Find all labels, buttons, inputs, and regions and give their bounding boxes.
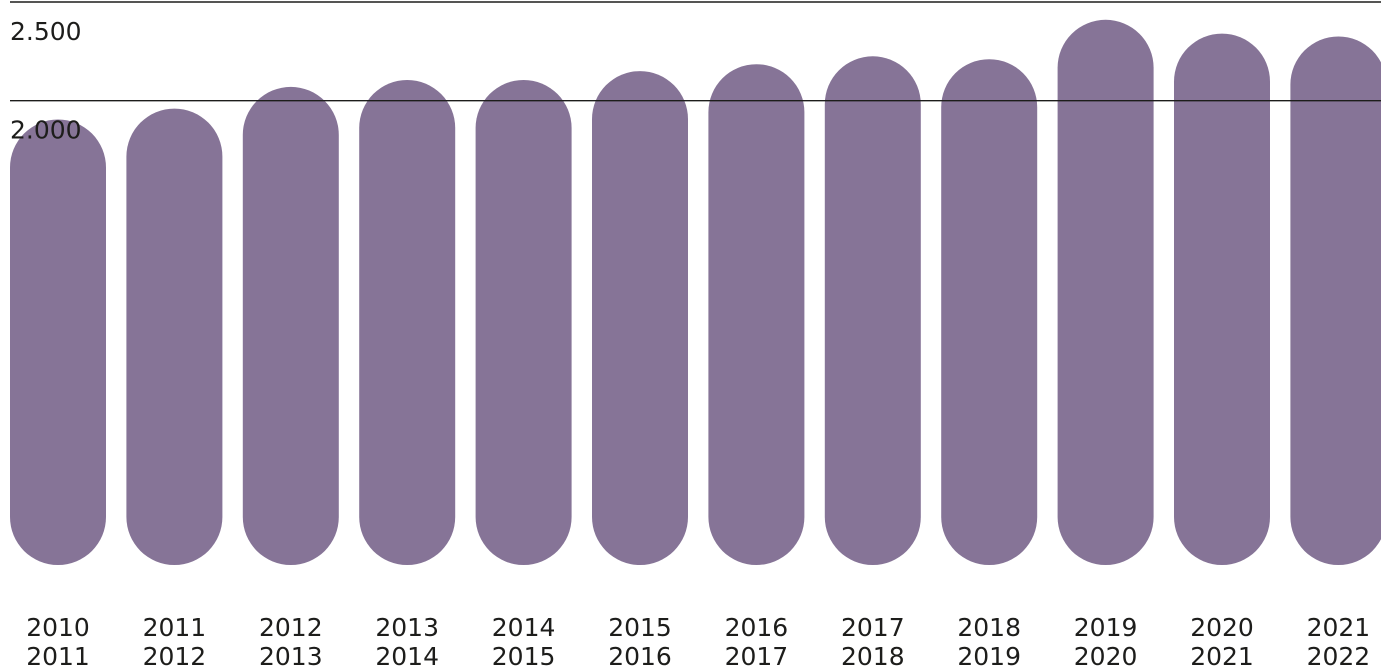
gridlines-group (10, 1, 1381, 102)
x-label-end-year: 2018 (841, 642, 905, 670)
bar-2020-2021 (1174, 33, 1270, 566)
x-axis-category-labels: 2010201120112012201220132013201420142015… (26, 613, 1370, 670)
x-label-end-year: 2017 (725, 642, 789, 670)
x-label-end-year: 2016 (608, 642, 672, 670)
x-label-start-year: 2012 (259, 613, 323, 642)
bar-2021-2022 (1290, 36, 1381, 565)
y-tick-label-2000: 2.000 (10, 116, 82, 145)
x-label-end-year: 2015 (492, 642, 556, 670)
x-label-start-year: 2016 (725, 613, 789, 642)
x-label-start-year: 2013 (375, 613, 439, 642)
x-label-start-year: 2019 (1074, 613, 1138, 642)
bars-group (10, 19, 1381, 566)
y-tick-label-2500: 2.500 (10, 17, 82, 46)
bar-2014-2015 (475, 80, 572, 565)
x-label-end-year: 2014 (375, 642, 439, 670)
x-label-end-year: 2020 (1074, 642, 1138, 670)
bar-2013-2014 (359, 80, 456, 565)
x-label-start-year: 2015 (608, 613, 672, 642)
x-label-end-year: 2011 (26, 642, 90, 670)
bar-2015-2016 (592, 71, 688, 565)
y-axis-tick-labels: 2.500 2.000 (10, 17, 82, 145)
bar-2010-2011 (10, 119, 106, 565)
bar-2012-2013 (242, 86, 339, 566)
x-label-start-year: 2011 (143, 613, 207, 642)
x-label-start-year: 2018 (957, 613, 1021, 642)
x-label-start-year: 2010 (26, 613, 90, 642)
x-label-start-year: 2014 (492, 613, 556, 642)
x-label-start-year: 2020 (1190, 613, 1254, 642)
x-label-end-year: 2022 (1307, 642, 1371, 670)
x-label-end-year: 2013 (259, 642, 323, 670)
x-label-end-year: 2019 (957, 642, 1021, 670)
bar-2016-2017 (708, 64, 805, 565)
x-label-start-year: 2017 (841, 613, 905, 642)
x-label-end-year: 2021 (1190, 642, 1254, 670)
bar-2011-2012 (126, 108, 223, 565)
x-label-end-year: 2012 (143, 642, 207, 670)
x-label-start-year: 2021 (1307, 613, 1371, 642)
bar-2018-2019 (941, 59, 1038, 565)
bar-2017-2018 (824, 56, 921, 566)
bar-2019-2020 (1057, 19, 1154, 566)
